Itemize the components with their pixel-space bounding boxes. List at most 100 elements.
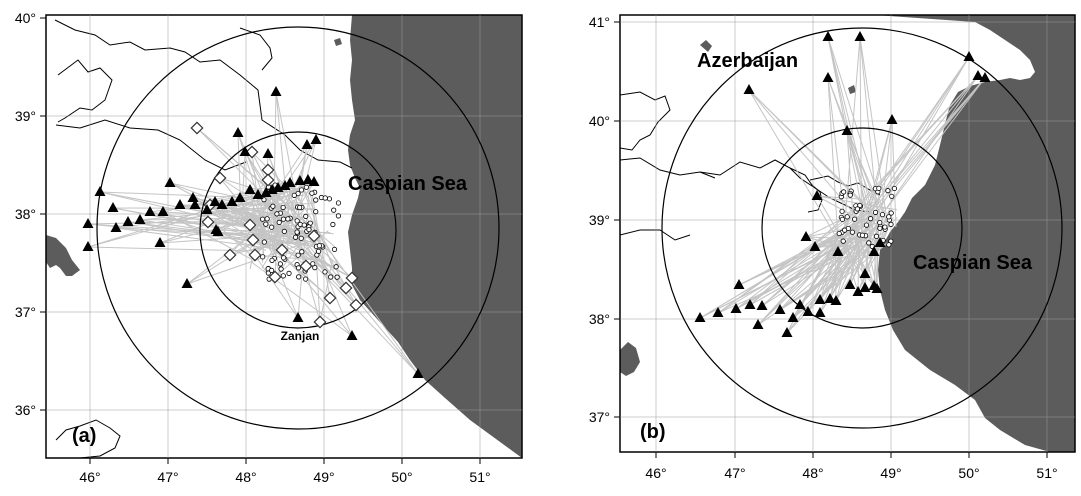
station-triangle — [874, 237, 886, 247]
station-triangle — [189, 199, 201, 209]
ray-path — [779, 224, 879, 311]
station-triangle — [841, 125, 853, 135]
x-tick-a-3: 49° — [313, 469, 334, 485]
event-diamond — [313, 315, 327, 329]
event-circle — [259, 216, 266, 222]
panel-b: 46° 47° 48° 49° 50° 51° 37° 38° 39° 40° … — [589, 14, 1076, 481]
station-triangle — [154, 237, 166, 247]
y-tick-a-2: 38° — [15, 206, 36, 222]
ray-path — [827, 36, 878, 233]
ray-path — [319, 259, 333, 323]
station-triangle — [868, 246, 880, 256]
ray-path — [846, 130, 873, 219]
y-tick-b-2: 39° — [589, 212, 610, 228]
event-diamond — [299, 259, 313, 273]
ray-path — [274, 207, 279, 278]
station-triangle — [824, 293, 836, 303]
frame-a — [45, 14, 523, 459]
caspian-sea-a — [348, 15, 522, 458]
ticks-b — [614, 21, 1048, 458]
event-circle — [840, 238, 846, 244]
station-triangle — [854, 31, 866, 41]
event-circle — [859, 232, 866, 238]
station-triangle — [107, 202, 119, 212]
event-circle — [263, 221, 269, 227]
event-circle — [269, 257, 275, 263]
station-triangle — [82, 241, 94, 251]
event-circle — [294, 229, 300, 235]
ray-path — [886, 77, 986, 209]
panel-tag-b: (b) — [640, 421, 666, 443]
ray-path — [735, 239, 865, 310]
ray-path — [881, 119, 893, 209]
ray-path — [99, 191, 258, 199]
ray-path — [252, 179, 307, 241]
event-circle — [842, 227, 848, 233]
ray-path — [186, 229, 259, 285]
ray-path — [827, 77, 847, 235]
ray-path — [209, 204, 303, 237]
ray-path — [757, 213, 877, 326]
ray-path — [162, 211, 253, 261]
event-circle — [877, 225, 883, 231]
event-circle — [313, 197, 319, 203]
event-circle — [313, 209, 319, 215]
azerbaijan-label: Azerbaijan — [697, 50, 798, 72]
event-circle — [844, 214, 850, 220]
event-circle — [335, 213, 342, 219]
event-circle — [333, 264, 339, 270]
panel-tag-a: (a) — [72, 425, 96, 447]
event-circle — [260, 254, 266, 260]
station-triangle — [234, 192, 246, 202]
event-circle — [886, 242, 892, 248]
station-triangle — [712, 307, 724, 317]
event-circle — [889, 193, 895, 199]
event-diamond — [349, 298, 363, 312]
station-triangle — [774, 304, 786, 314]
station-triangle — [756, 300, 768, 310]
ray-path — [251, 151, 265, 256]
event-circle — [849, 229, 856, 235]
event-circle — [841, 189, 847, 195]
event-diamond — [246, 233, 260, 247]
y-tick-a-4: 40° — [15, 10, 36, 26]
station-triangle — [210, 224, 222, 234]
station-triangle — [164, 177, 176, 187]
event-circle — [297, 204, 303, 211]
event-circle — [291, 192, 297, 198]
ray-path — [748, 89, 870, 233]
event-circle — [301, 222, 307, 228]
island-b3 — [848, 85, 856, 94]
x-tick-a-4: 50° — [391, 469, 412, 485]
x-tick-a-0: 46° — [79, 469, 100, 485]
ray-path — [717, 212, 887, 314]
y-tick-b-3: 40° — [589, 113, 610, 129]
outer-circle-a — [96, 26, 500, 430]
ray-path — [757, 209, 873, 326]
ray-path — [786, 230, 841, 334]
station-triangle — [294, 175, 306, 185]
event-diamond — [248, 248, 262, 262]
event-diamond — [323, 291, 337, 305]
station-triangle — [201, 204, 213, 214]
event-circle — [872, 209, 879, 215]
y-tick-b-0: 37° — [589, 409, 610, 425]
station-triangle — [94, 186, 106, 196]
event-circle — [885, 188, 891, 194]
station-triangle — [301, 139, 313, 149]
event-circle — [285, 216, 291, 222]
ray-path — [306, 218, 419, 375]
station-triangle — [82, 218, 94, 228]
ray-path — [254, 210, 304, 256]
station-triangle — [822, 72, 834, 82]
event-circle — [298, 235, 304, 241]
station-triangle — [972, 70, 984, 80]
markers-b — [694, 31, 991, 337]
event-circle — [882, 224, 888, 230]
ray-path — [786, 212, 882, 334]
event-circle — [280, 273, 286, 279]
ray-path — [827, 77, 839, 235]
lake-b — [620, 342, 640, 376]
event-diamond — [268, 270, 282, 284]
station-triangle — [832, 246, 844, 256]
